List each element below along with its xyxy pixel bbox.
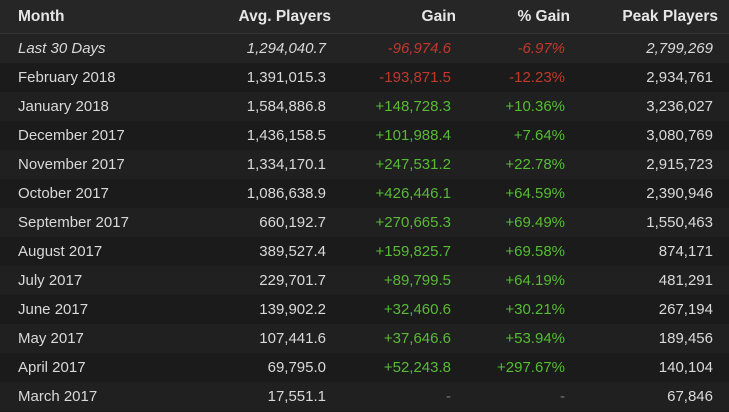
cell-peak-players: 267,194 xyxy=(658,301,713,318)
cell-month: July 2017 xyxy=(18,272,83,289)
cell-gain: - xyxy=(446,388,451,405)
cell-pct-gain: +64.59% xyxy=(505,185,565,202)
cell-avg-players: 139,902.2 xyxy=(259,301,326,318)
table-row: February 2018 1,391,015.3 -193,871.5 -12.23… xyxy=(0,63,729,92)
cell-pct-gain: +10.36% xyxy=(505,98,565,115)
cell-month: November 2017 xyxy=(18,156,125,173)
cell-month: February 2018 xyxy=(18,69,116,86)
table-row: October 2017 1,086,638.9 +426,446.1 +64.59%… xyxy=(0,179,729,208)
header-avg-players[interactable]: Avg. Players xyxy=(238,7,331,25)
cell-avg-players: 1,294,040.7 xyxy=(246,40,326,57)
cell-avg-players: 1,086,638.9 xyxy=(246,185,326,202)
cell-peak-players: 140,104 xyxy=(658,359,713,376)
table-row: June 2017 139,902.2 +32,460.6 +30.21% 267,19… xyxy=(0,295,729,324)
cell-gain: +37,646.6 xyxy=(383,330,451,347)
cell-avg-players: 1,391,015.3 xyxy=(246,69,326,86)
cell-peak-players: 1,550,463 xyxy=(646,214,713,231)
table-row: April 2017 69,795.0 +52,243.8 +297.67% 140,1… xyxy=(0,353,729,382)
cell-gain: +270,665.3 xyxy=(375,214,452,231)
cell-peak-players: 189,456 xyxy=(658,330,713,347)
cell-pct-gain: +69.58% xyxy=(505,243,565,260)
cell-pct-gain: +64.19% xyxy=(505,272,565,289)
cell-gain: +148,728.3 xyxy=(375,98,452,115)
cell-month: August 2017 xyxy=(18,243,103,260)
table-row: May 2017 107,441.6 +37,646.6 +53.94% 189,456 xyxy=(0,324,729,353)
cell-pct-gain: -6.97% xyxy=(517,40,565,57)
cell-peak-players: 2,934,761 xyxy=(646,69,713,86)
table-row: Last 30 Days 1,294,040.7 -96,974.6 -6.97% 2,… xyxy=(0,34,729,63)
cell-month: May 2017 xyxy=(18,330,84,347)
cell-avg-players: 1,334,170.1 xyxy=(246,156,326,173)
cell-gain: +52,243.8 xyxy=(383,359,451,376)
table-row: January 2018 1,584,886.8 +148,728.3 +10.36%… xyxy=(0,92,729,121)
cell-gain: -193,871.5 xyxy=(379,69,451,86)
table-header: Month Avg. Players Gain % Gain Peak Play… xyxy=(0,0,729,34)
cell-gain: +159,825.7 xyxy=(375,243,452,260)
table-row: September 2017 660,192.7 +270,665.3 +69.49%… xyxy=(0,208,729,237)
cell-pct-gain: - xyxy=(560,388,565,405)
header-gain[interactable]: Gain xyxy=(421,7,456,25)
cell-month: December 2017 xyxy=(18,127,125,144)
table-row: August 2017 389,527.4 +159,825.7 +69.58% 874… xyxy=(0,237,729,266)
cell-avg-players: 107,441.6 xyxy=(259,330,326,347)
table-row: March 2017 17,551.1 - - 67,846 xyxy=(0,382,729,411)
cell-peak-players: 2,915,723 xyxy=(646,156,713,173)
cell-pct-gain: +7.64% xyxy=(513,127,565,144)
cell-gain: +426,446.1 xyxy=(375,185,452,202)
cell-pct-gain: +53.94% xyxy=(505,330,565,347)
cell-gain: -96,974.6 xyxy=(387,40,451,57)
cell-month: June 2017 xyxy=(18,301,89,318)
cell-avg-players: 1,436,158.5 xyxy=(246,127,326,144)
cell-avg-players: 1,584,886.8 xyxy=(246,98,326,115)
cell-peak-players: 2,799,269 xyxy=(646,40,713,57)
cell-month: September 2017 xyxy=(18,214,129,231)
cell-gain: +32,460.6 xyxy=(383,301,451,318)
cell-peak-players: 2,390,946 xyxy=(646,185,713,202)
table-row: November 2017 1,334,170.1 +247,531.2 +22.78… xyxy=(0,150,729,179)
table-row: December 2017 1,436,158.5 +101,988.4 +7.64%… xyxy=(0,121,729,150)
cell-month: April 2017 xyxy=(18,359,86,376)
cell-gain: +89,799.5 xyxy=(383,272,451,289)
cell-peak-players: 3,236,027 xyxy=(646,98,713,115)
cell-gain: +247,531.2 xyxy=(375,156,452,173)
cell-peak-players: 67,846 xyxy=(667,388,713,405)
table-row: July 2017 229,701.7 +89,799.5 +64.19% 481,29… xyxy=(0,266,729,295)
cell-month: Last 30 Days xyxy=(18,40,106,57)
header-month[interactable]: Month xyxy=(18,7,65,25)
cell-peak-players: 3,080,769 xyxy=(646,127,713,144)
header-pct-gain[interactable]: % Gain xyxy=(517,7,570,25)
cell-pct-gain: +22.78% xyxy=(505,156,565,173)
cell-pct-gain: +69.49% xyxy=(505,214,565,231)
cell-month: March 2017 xyxy=(18,388,98,405)
cell-avg-players: 660,192.7 xyxy=(259,214,326,231)
cell-month: October 2017 xyxy=(18,185,109,202)
cell-gain: +101,988.4 xyxy=(375,127,452,144)
cell-avg-players: 389,527.4 xyxy=(259,243,326,260)
cell-pct-gain: +30.21% xyxy=(505,301,565,318)
cell-avg-players: 69,795.0 xyxy=(267,359,326,376)
cell-avg-players: 229,701.7 xyxy=(259,272,326,289)
header-peak-players[interactable]: Peak Players xyxy=(622,7,718,25)
cell-month: January 2018 xyxy=(18,98,109,115)
cell-peak-players: 481,291 xyxy=(658,272,713,289)
table-body: Last 30 Days 1,294,040.7 -96,974.6 -6.97% 2,… xyxy=(0,34,729,411)
cell-pct-gain: +297.67% xyxy=(497,359,565,376)
cell-pct-gain: -12.23% xyxy=(509,69,565,86)
cell-avg-players: 17,551.1 xyxy=(267,388,326,405)
cell-peak-players: 874,171 xyxy=(658,243,713,260)
